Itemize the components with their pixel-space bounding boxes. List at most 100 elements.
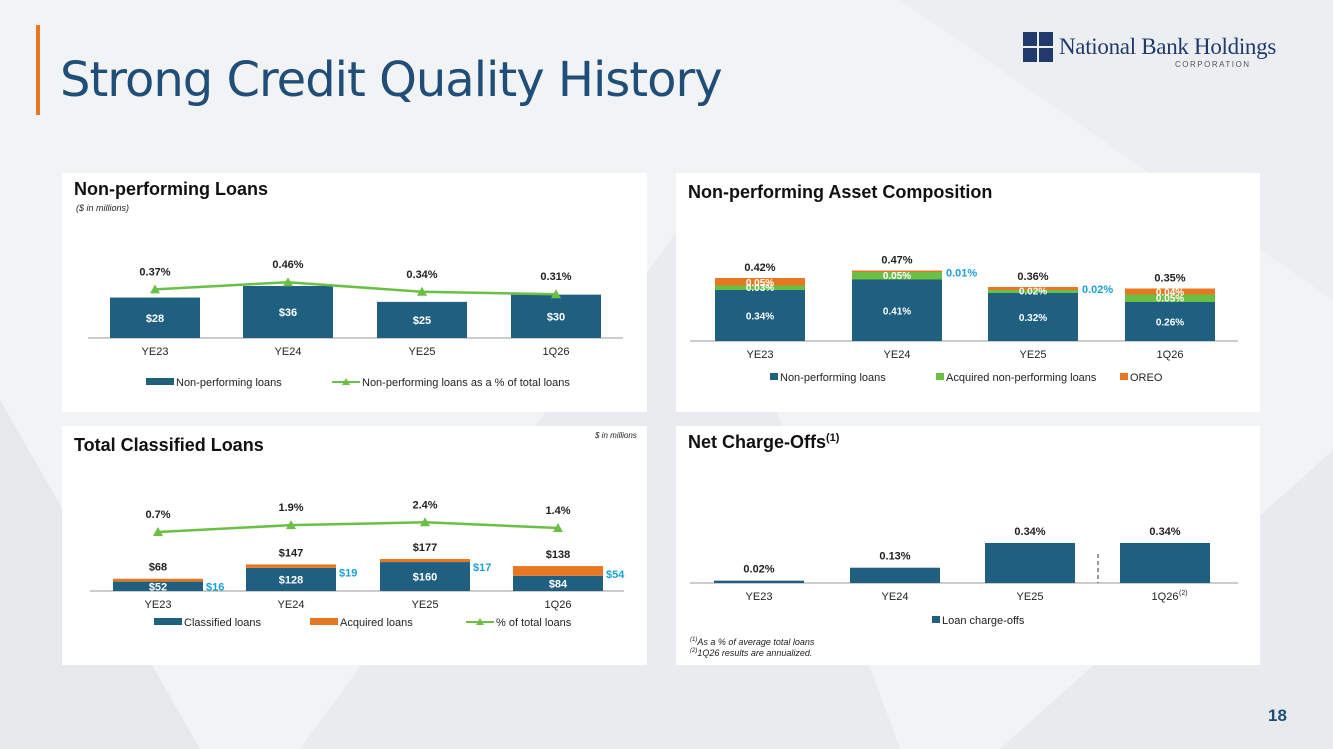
npl-panel: Non-performing Loans ($ in millions) $28… xyxy=(62,173,647,412)
npa-acquired-label: 0.05% xyxy=(1156,293,1184,304)
npa-acquired-label: 0.03% xyxy=(746,283,774,294)
acquired-bar xyxy=(513,566,603,576)
npl-bar-label: $30 xyxy=(547,311,565,323)
npl-legend-bars-swatch xyxy=(146,378,174,385)
nco-bar xyxy=(1120,543,1210,583)
nco-tick-label: YE24 xyxy=(882,591,909,603)
acquired-bar-label: $17 xyxy=(473,562,491,574)
nco-title-sup: (1) xyxy=(826,432,840,444)
acquired-bar-label: $19 xyxy=(339,567,357,579)
npa-tick-label: 1Q26 xyxy=(1157,349,1184,361)
npa-title: Non-performing Asset Composition xyxy=(688,182,993,202)
npl-bar xyxy=(110,297,200,338)
classified-legend-bars-label: Classified loans xyxy=(184,617,262,629)
npa-total-label: 0.47% xyxy=(881,255,912,267)
nco-legend-bars-label: Loan charge-offs xyxy=(942,615,1025,627)
npa-acquired-label: 0.05% xyxy=(883,271,911,282)
nco-tick-sup: (2) xyxy=(1179,590,1188,597)
npl-pct-point xyxy=(551,289,561,299)
classified-pct-label: 0.7% xyxy=(145,509,170,521)
classified-pct-line xyxy=(157,521,559,534)
npl-bar-label: $25 xyxy=(413,315,431,327)
npa-oreo-segment xyxy=(1125,288,1215,295)
logo-name: National Bank Holdings xyxy=(1059,34,1276,59)
npl-bar xyxy=(243,286,333,338)
nco-bar-label: 0.02% xyxy=(743,564,774,576)
npa-acquired-segment xyxy=(852,272,942,280)
npa-total-label: 0.36% xyxy=(1017,271,1048,283)
classified-pct-label: 1.9% xyxy=(278,502,303,514)
npl-pct-label: 0.34% xyxy=(406,269,437,281)
classified-pct-point xyxy=(420,517,430,527)
npa-tick-label: YE25 xyxy=(1020,349,1047,361)
classified-legend-acquired-label: Acquired loans xyxy=(340,617,413,629)
classified-bar xyxy=(113,581,203,591)
acquired-bar xyxy=(113,578,203,582)
company-logo: National Bank Holdings CORPORATION xyxy=(1023,32,1293,72)
nco-tick-label: YE23 xyxy=(746,591,773,603)
npa-acquired-label: 0.02% xyxy=(1019,287,1047,298)
npl-subtitle: ($ in millions) xyxy=(76,203,130,213)
npa-oreo-label: 0.01% xyxy=(946,268,977,280)
npl-pct-label: 0.37% xyxy=(139,266,170,278)
npl-chart: $28 YE23 $36 YE24 $25 YE25 $30 1Q26 0.37% 0.46% 0.… xyxy=(88,259,623,389)
npa-acquired-segment xyxy=(988,290,1078,293)
acquired-bar-label: $54 xyxy=(606,569,625,581)
page-number: 18 xyxy=(1268,706,1287,725)
npa-oreo-segment xyxy=(852,270,942,272)
npl-legend-bars-label: Non-performing loans xyxy=(176,377,282,389)
classified-bar xyxy=(513,575,603,591)
classified-legend-line-marker xyxy=(476,618,484,625)
npl-legend-line-label: Non-performing loans as a % of total loa… xyxy=(362,377,570,389)
acquired-bar xyxy=(246,564,336,568)
npl-tick-label: 1Q26 xyxy=(543,346,570,358)
classified-pct-label: 1.4% xyxy=(545,505,570,517)
classified-tick-label: YE24 xyxy=(278,599,305,611)
classified-pct-point xyxy=(286,520,296,530)
classified-bar xyxy=(380,562,470,591)
nco-bar xyxy=(985,543,1075,583)
classified-total-label: $177 xyxy=(413,542,437,554)
npa-npl-label: 0.32% xyxy=(1019,313,1047,324)
nco-bar xyxy=(850,567,940,583)
classified-total-label: $147 xyxy=(279,547,303,559)
npa-acquired-segment xyxy=(715,285,805,290)
nco-bar-label: 0.34% xyxy=(1149,526,1180,538)
npl-tick-label: YE24 xyxy=(275,346,302,358)
nco-bar-label: 0.34% xyxy=(1014,526,1045,538)
classified-pct-label: 2.4% xyxy=(412,499,437,511)
npa-total-label: 0.35% xyxy=(1154,273,1185,285)
nco-bar xyxy=(714,580,804,583)
npa-oreo-label: 0.02% xyxy=(1082,284,1113,296)
npl-pct-label: 0.31% xyxy=(540,271,571,283)
classified-total-label: $138 xyxy=(546,549,570,561)
footnote-1-mark: (1) xyxy=(690,637,698,643)
classified-bar-label: $84 xyxy=(549,578,568,590)
footnote-1: (1)As a % of average total loans xyxy=(690,637,814,647)
acquired-bar-label: $16 xyxy=(206,582,224,594)
nco-tick-label: YE25 xyxy=(1017,591,1044,603)
npa-npl-segment xyxy=(1125,302,1215,341)
nco-legend-bars-swatch xyxy=(932,616,940,623)
npa-total-label: 0.42% xyxy=(744,262,775,274)
classified-bar-label: $160 xyxy=(413,572,437,584)
npa-tick-label: YE24 xyxy=(884,349,911,361)
npl-bar-label: $36 xyxy=(279,307,297,319)
classified-pct-point xyxy=(553,523,563,533)
npa-legend-oreo-label: OREO xyxy=(1130,372,1163,384)
npa-oreo-segment xyxy=(715,278,805,286)
classified-panel: Total Classified Loans $ in millions $52… xyxy=(62,426,647,665)
npa-npl-segment xyxy=(852,279,942,341)
classified-tick-label: 1Q26 xyxy=(545,599,572,611)
npl-pct-point xyxy=(283,277,293,287)
npl-pct-point xyxy=(150,284,160,294)
classified-tick-label: YE25 xyxy=(412,599,439,611)
classified-total-label: $68 xyxy=(149,562,167,574)
classified-pct-point xyxy=(153,527,163,536)
npa-npl-label: 0.26% xyxy=(1156,318,1184,329)
classified-subtitle: $ in millions xyxy=(595,431,637,440)
npa-tick-label: YE23 xyxy=(747,349,774,361)
title-accent-bar xyxy=(36,25,40,115)
classified-tick-label: YE23 xyxy=(145,599,172,611)
